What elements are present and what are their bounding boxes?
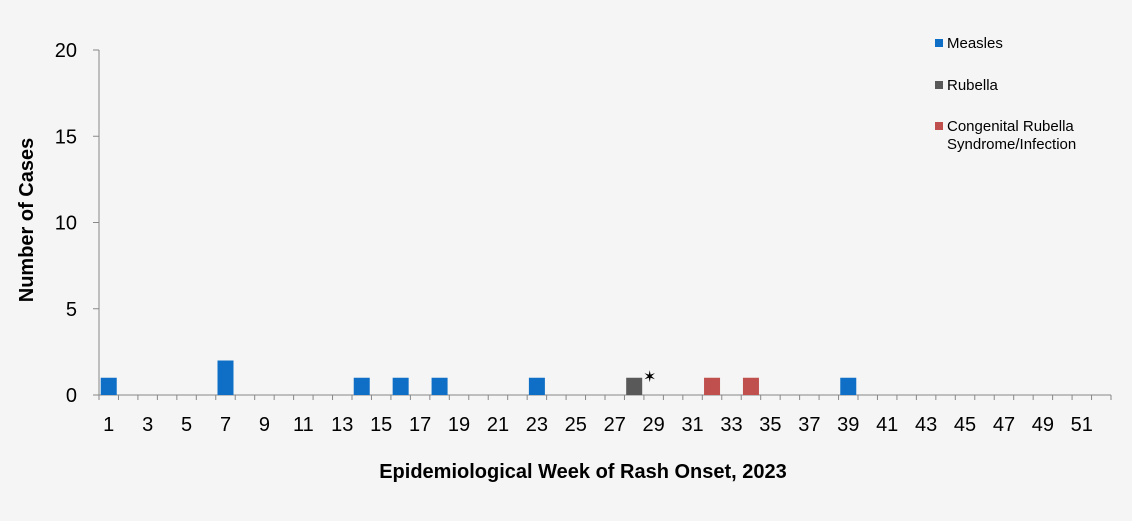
- bar-measles-week-14: [353, 377, 370, 395]
- x-tick-label: 11: [293, 414, 314, 436]
- x-tick-label: 21: [487, 414, 509, 436]
- y-tick-label: 0: [66, 385, 77, 407]
- x-tick-label: 39: [837, 414, 859, 436]
- bar-measles-week-16: [392, 377, 409, 395]
- x-tick-label: 47: [993, 414, 1015, 436]
- bar-rubella-week-28: [626, 377, 643, 395]
- legend-label: Rubella: [947, 77, 999, 94]
- x-tick-label: 9: [259, 414, 270, 436]
- x-tick-label: 7: [220, 414, 231, 436]
- x-tick-label: 13: [331, 414, 353, 436]
- x-tick-label: 5: [181, 414, 192, 436]
- x-tick-label: 25: [565, 414, 587, 436]
- x-tick-label: 17: [409, 414, 431, 436]
- x-tick-label: 1: [103, 414, 114, 436]
- bar-measles-week-7: [217, 360, 234, 395]
- bar-measles-week-18: [431, 377, 448, 395]
- x-tick-label: 41: [876, 414, 898, 436]
- x-tick-label: 43: [915, 414, 937, 436]
- x-tick-label: 35: [759, 414, 781, 436]
- x-tick-label: 33: [720, 414, 742, 436]
- y-tick-label: 15: [55, 126, 77, 148]
- legend-label: Syndrome/Infection: [947, 136, 1076, 153]
- asterisk-annotation: ✶: [643, 369, 656, 386]
- x-tick-label: 51: [1071, 414, 1093, 436]
- legend-label: Measles: [947, 35, 1003, 52]
- y-axis: 0 5 10 15 20: [55, 40, 100, 407]
- y-tick-label: 20: [55, 40, 77, 62]
- x-tick-label: 31: [681, 414, 703, 436]
- bar-measles-week-39: [840, 377, 857, 395]
- legend-swatch: [935, 39, 943, 47]
- annotations: ✶: [643, 369, 656, 386]
- bar-measles-week-23: [528, 377, 545, 395]
- x-tick-label: 19: [448, 414, 470, 436]
- x-tick-label: 15: [370, 414, 392, 436]
- x-tick-label: 3: [142, 414, 153, 436]
- y-tick-label: 10: [55, 213, 77, 235]
- x-tick-label: 45: [954, 414, 976, 436]
- x-axis: 1 3 5 7 9 11 13 15 17 19 21 23 25 27 29 31 33 35 37 39 41 43 4…: [98, 394, 1112, 436]
- x-tick-label: 23: [526, 414, 548, 436]
- x-tick-label: 49: [1032, 414, 1054, 436]
- y-axis-title: Number of Cases: [16, 138, 38, 303]
- y-tick-label: 5: [66, 299, 77, 321]
- x-tick-label: 29: [643, 414, 665, 436]
- bar-congenital-rubella-syndrome-infection-week-32: [704, 377, 721, 395]
- legend-label: Congenital Rubella: [947, 118, 1074, 135]
- legend-swatch: [935, 122, 943, 130]
- x-tick-label: 27: [604, 414, 626, 436]
- x-tick-label: 37: [798, 414, 820, 436]
- legend-swatch: [935, 81, 943, 89]
- legend: Measles Rubella Congenital RubellaSyndrome…: [935, 35, 1076, 153]
- bar-congenital-rubella-syndrome-infection-week-34: [742, 377, 759, 395]
- bars: [100, 360, 857, 395]
- bar-measles-week-1: [100, 377, 117, 395]
- x-axis-title: Epidemiological Week of Rash Onset, 2023: [379, 461, 787, 483]
